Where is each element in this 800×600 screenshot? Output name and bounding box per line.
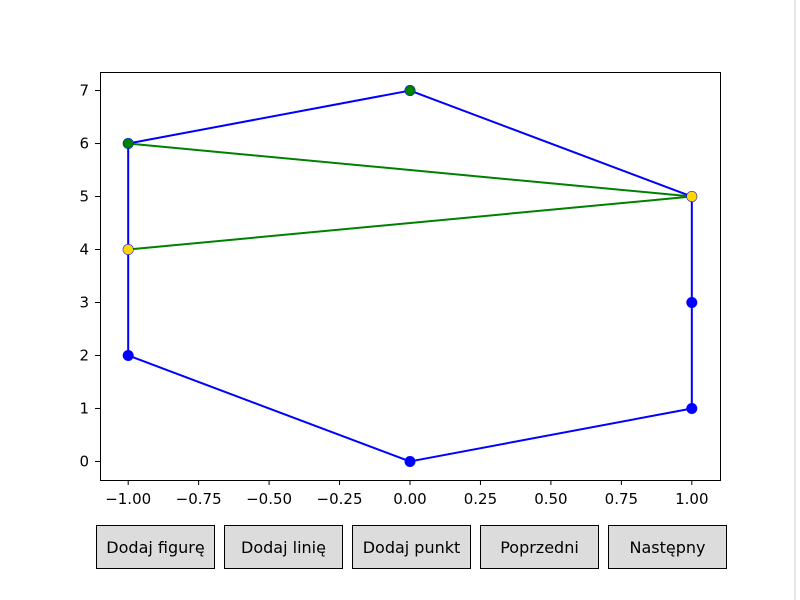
data-point [686,402,698,414]
y-tick-label: 1 [79,399,89,417]
y-tick-label: 5 [79,188,89,206]
highlight-point [123,138,134,149]
x-tick-label: −0.75 [176,490,222,508]
y-tick-label: 2 [79,346,89,364]
y-tick-label: 6 [79,135,89,153]
highlight-point [686,191,697,202]
right-edge-bar [794,0,796,600]
series-line-1 [128,142,693,251]
highlight-point [405,85,415,96]
data-point [404,455,416,467]
next-button[interactable]: Następny [608,525,727,569]
add-point-button[interactable]: Dodaj punkt [352,525,471,569]
add-figure-button[interactable]: Dodaj figurę [96,525,215,569]
data-point [122,349,134,361]
x-tick-label: 0.00 [393,490,426,508]
y-tick-label: 0 [79,452,89,470]
y-tick-label: 4 [79,241,89,259]
y-tick-label: 3 [79,293,89,311]
highlight-point [123,244,134,255]
add-line-button[interactable]: Dodaj linię [224,525,343,569]
x-tick-label: −1.00 [105,490,151,508]
x-tick-label: 0.25 [464,490,497,508]
previous-button[interactable]: Poprzedni [480,525,599,569]
plot-frame [100,72,721,481]
x-tick-label: −0.25 [317,490,363,508]
y-tick-label: 7 [79,82,89,100]
x-tick-label: 0.75 [605,490,638,508]
x-tick-label: 1.00 [675,490,708,508]
data-point [686,296,698,308]
x-tick-label: −0.50 [246,490,292,508]
series-line-0 [127,89,693,463]
x-tick-label: 0.50 [534,490,567,508]
